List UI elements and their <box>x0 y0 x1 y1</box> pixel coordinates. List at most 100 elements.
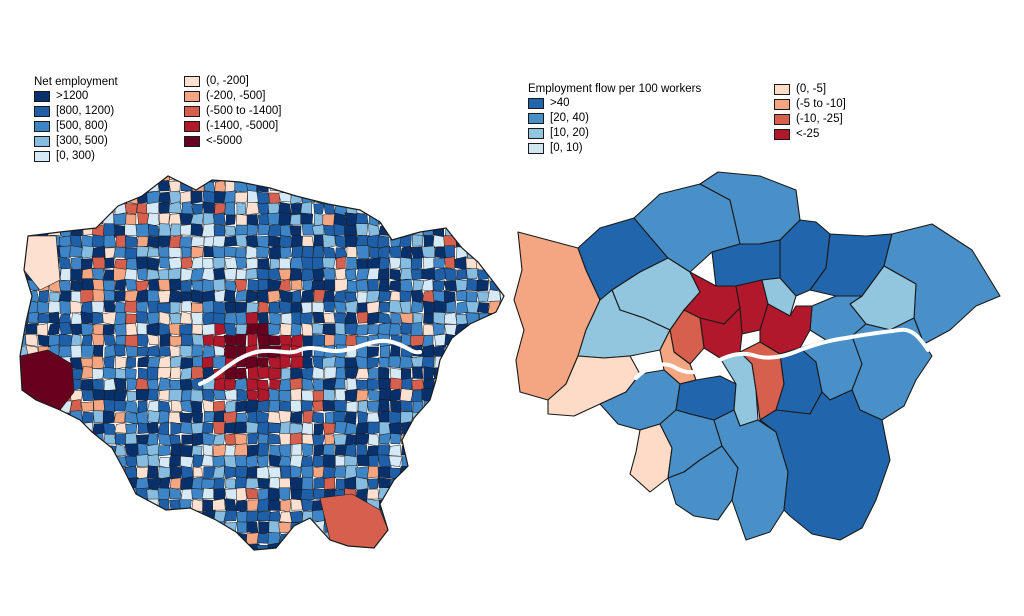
small-area-cell <box>235 234 248 248</box>
small-area-cell <box>278 278 291 292</box>
small-area-cell <box>246 421 260 434</box>
small-area-cell <box>400 245 413 260</box>
small-area-cell <box>333 191 348 203</box>
small-area-cell <box>499 180 504 194</box>
small-area-cell <box>421 179 435 194</box>
small-area-cell <box>465 498 480 513</box>
small-area-cell <box>179 323 193 337</box>
small-area-cell <box>256 498 270 513</box>
small-area-cell <box>37 509 50 522</box>
small-area-cell <box>355 190 369 204</box>
small-area-cell <box>388 499 403 512</box>
small-area-cell <box>114 344 126 357</box>
small-area-cell <box>214 322 226 336</box>
small-area-cell <box>191 488 205 500</box>
small-area-cell <box>124 455 138 467</box>
small-area-cell <box>247 432 260 445</box>
small-area-cell <box>126 180 138 193</box>
legend-label: [300, 500) <box>56 135 108 147</box>
small-area-cell <box>390 190 402 204</box>
small-area-cell <box>20 422 28 436</box>
small-area-cell <box>59 521 71 535</box>
small-area-cell <box>36 422 50 435</box>
small-area-cell <box>59 422 72 434</box>
small-area-cell <box>344 311 358 326</box>
small-area-cell <box>104 257 115 269</box>
small-area-cell <box>444 521 458 533</box>
small-area-cell <box>278 176 291 183</box>
small-area-cell <box>465 465 478 479</box>
small-area-cell <box>300 488 314 501</box>
small-area-cell <box>212 421 226 435</box>
small-area-cell <box>421 201 434 216</box>
small-area-cell <box>499 511 504 523</box>
small-area-cell <box>170 543 182 550</box>
small-area-cell <box>245 454 258 469</box>
small-area-cell <box>322 191 337 205</box>
small-area-cell <box>476 465 490 480</box>
small-area-cell <box>280 224 293 237</box>
small-area-cell <box>323 181 337 194</box>
small-area-cell <box>146 366 160 381</box>
small-area-cell <box>137 422 149 435</box>
small-area-cell <box>268 476 281 489</box>
small-area-cell <box>378 555 391 566</box>
small-area-cell <box>289 180 304 193</box>
small-area-cell <box>114 290 126 302</box>
legend-swatch <box>774 128 790 140</box>
small-area-cell <box>212 235 227 248</box>
small-area-cell <box>476 543 490 550</box>
small-area-cell <box>377 190 392 205</box>
small-area-cell <box>137 510 149 524</box>
small-area-cell <box>300 456 313 468</box>
small-area-cell <box>25 454 40 469</box>
small-area-cell <box>59 176 73 181</box>
small-area-cell <box>267 499 282 511</box>
small-area-cell <box>157 421 170 436</box>
small-area-cell <box>202 556 214 565</box>
small-area-cell <box>168 389 183 403</box>
small-area-cell <box>169 301 181 315</box>
small-area-cell <box>223 322 238 337</box>
small-area-cell <box>126 176 138 183</box>
small-area-cell <box>289 510 304 523</box>
small-area-cell <box>49 411 62 425</box>
small-area-cell <box>433 213 447 227</box>
small-area-cell <box>389 554 401 567</box>
small-area-cell <box>290 234 304 248</box>
small-area-cell <box>69 511 84 523</box>
small-area-cell <box>248 554 259 567</box>
small-area-cell <box>157 179 170 192</box>
small-area-cell <box>421 488 436 502</box>
small-area-cell <box>489 456 502 469</box>
small-area-cell <box>433 367 447 381</box>
small-area-cell <box>246 510 259 524</box>
small-area-cell <box>125 345 137 358</box>
small-area-cell <box>246 521 259 535</box>
small-area-cell <box>432 467 446 480</box>
small-area-cell <box>454 433 468 447</box>
small-area-cell <box>445 555 455 567</box>
small-area-cell <box>443 542 457 550</box>
small-area-cell <box>70 256 84 271</box>
small-area-cell <box>333 399 348 413</box>
small-area-cell <box>235 311 248 326</box>
small-area-cell <box>290 322 302 337</box>
small-area-cell <box>412 366 424 379</box>
small-area-cell <box>36 411 51 425</box>
small-area-cell <box>224 280 237 293</box>
small-area-cell <box>146 322 161 336</box>
small-area-cell <box>115 335 126 346</box>
small-area-cell <box>432 477 446 489</box>
small-area-cell <box>37 201 51 215</box>
small-area-cell <box>278 290 293 304</box>
small-area-cell <box>70 290 82 303</box>
small-area-cell <box>268 432 281 445</box>
small-area-cell <box>245 477 259 490</box>
small-area-cell <box>355 324 369 336</box>
small-area-cell <box>290 355 304 369</box>
small-area-cell <box>103 179 117 194</box>
small-area-cell <box>157 268 171 281</box>
small-area-cell <box>191 324 204 335</box>
small-area-cell <box>181 333 194 348</box>
